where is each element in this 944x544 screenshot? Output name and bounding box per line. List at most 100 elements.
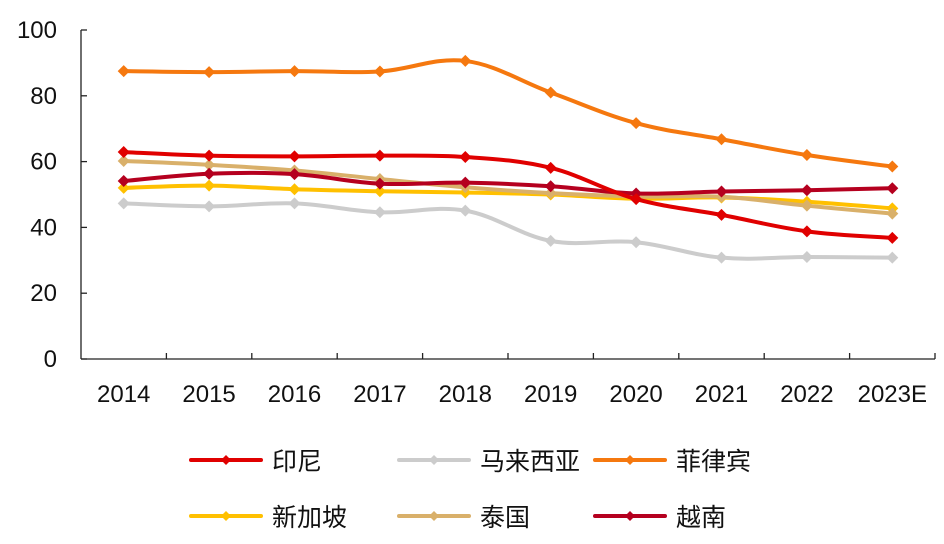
series-2 [117,54,899,173]
legend-item: 印尼 [188,440,322,480]
legend-swatch [189,511,263,521]
data-point [203,167,216,180]
data-point [800,184,813,197]
data-point [117,181,130,194]
legend-label: 马来西亚 [480,447,581,476]
series-5 [117,167,899,200]
data-point [630,193,643,206]
data-point [203,158,216,171]
data-point [288,150,301,163]
data-point [117,65,130,78]
data-point [459,204,472,217]
legend-swatch [397,455,471,465]
legend-marker [429,455,439,465]
y-tick-label: 40 [30,214,57,241]
data-point [203,149,216,162]
series-line [121,58,895,169]
legend-label: 菲律宾 [676,447,752,476]
data-point [544,180,557,193]
legend-label: 新加坡 [272,503,348,532]
data-point [203,200,216,213]
data-point [203,179,216,192]
data-point [373,206,386,219]
data-point [373,65,386,78]
series-line [121,170,895,196]
data-point [630,236,643,249]
data-point [800,251,813,264]
legend-item: 菲律宾 [592,440,751,480]
data-point [288,65,301,78]
legend-label: 泰国 [480,503,531,532]
legend-marker [221,511,231,521]
data-point [886,182,899,195]
legend-marker [429,511,439,521]
legend-swatch [593,511,667,521]
data-point [117,175,130,188]
data-point [800,225,813,238]
data-point [459,54,472,67]
data-point [715,208,728,221]
data-point [886,207,899,220]
y-tick-label: 100 [17,17,57,44]
data-point [800,149,813,162]
data-point [630,117,643,130]
series-line [121,201,895,261]
data-point [715,133,728,146]
x-tick-label: 2015 [182,381,235,408]
legend-swatch [593,455,667,465]
data-point [459,176,472,189]
data-point [715,185,728,198]
series-line [121,158,895,216]
x-tick-label: 2021 [695,381,748,408]
data-point [715,251,728,264]
data-point [117,154,130,167]
data-point [886,160,899,173]
legend-marker [221,455,231,465]
series-layer [117,54,899,264]
x-tick-label: 2020 [609,381,662,408]
legend-label: 印尼 [272,447,323,476]
x-tick-label: 2016 [268,381,321,408]
legend-marker [625,511,635,521]
y-tick-label: 80 [30,83,57,110]
x-tick-label: 2022 [780,381,833,408]
data-point [203,66,216,79]
legend-swatch [189,455,263,465]
data-point [544,234,557,247]
x-tick-label: 2019 [524,381,577,408]
series-0 [117,146,899,244]
data-point [544,161,557,174]
series-1 [117,197,899,264]
data-point [886,251,899,264]
legend-swatch [397,511,471,521]
y-tick-label: 20 [30,280,57,307]
data-point [459,150,472,163]
data-point [886,231,899,244]
data-point [288,168,301,181]
data-point [544,187,557,200]
data-point [117,197,130,210]
legend-item: 马来西亚 [396,440,580,480]
axes: 0 20 40 60 80 100 2014 2015 2016 2017 2018 2019 2020… [17,17,936,408]
data-point [117,146,130,159]
legend-item: 新加坡 [188,496,347,536]
y-tick-label: 0 [44,346,57,373]
x-tick-label: 2023E [858,381,927,408]
data-point [544,86,557,99]
y-tick-label: 60 [30,149,57,176]
data-point [288,197,301,210]
x-tick-label: 2018 [439,381,492,408]
x-tick-label: 2014 [97,381,150,408]
data-point [373,177,386,190]
legend-marker [625,455,635,465]
series-line [121,150,895,240]
data-point [373,149,386,162]
data-point [800,199,813,212]
legend-label: 越南 [676,503,727,532]
data-point [288,183,301,196]
data-point [373,185,386,198]
legend-item: 泰国 [396,496,530,536]
x-tick-label: 2017 [353,381,406,408]
legend-item: 越南 [592,496,726,536]
